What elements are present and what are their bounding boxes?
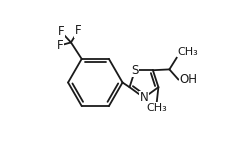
Text: OH: OH (180, 73, 198, 86)
Text: F: F (58, 25, 64, 38)
Text: F: F (75, 24, 82, 37)
Text: F: F (57, 39, 64, 52)
Text: CH₃: CH₃ (178, 47, 199, 57)
Text: CH₃: CH₃ (146, 103, 167, 113)
Text: S: S (131, 64, 139, 77)
Text: N: N (140, 91, 148, 104)
